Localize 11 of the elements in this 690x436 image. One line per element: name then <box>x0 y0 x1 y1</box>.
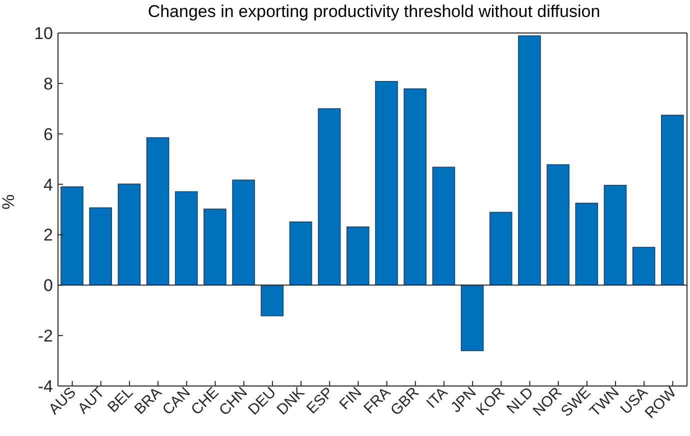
y-tick-label: -4 <box>38 377 53 396</box>
y-tick-label: 8 <box>44 74 53 94</box>
y-tick-label: 6 <box>44 124 53 144</box>
y-tick-label: 0 <box>44 276 53 296</box>
y-tick-label: -2 <box>38 326 53 346</box>
y-tick-label: 4 <box>44 175 53 194</box>
y-tick-label: 10 <box>34 24 53 44</box>
y-axis-title: % <box>0 194 18 210</box>
x-tick-label: ITA <box>423 384 452 412</box>
y-tick-label: 2 <box>44 226 53 245</box>
chart-title: Changes in exporting productivity threshold without diffusion <box>146 2 602 22</box>
